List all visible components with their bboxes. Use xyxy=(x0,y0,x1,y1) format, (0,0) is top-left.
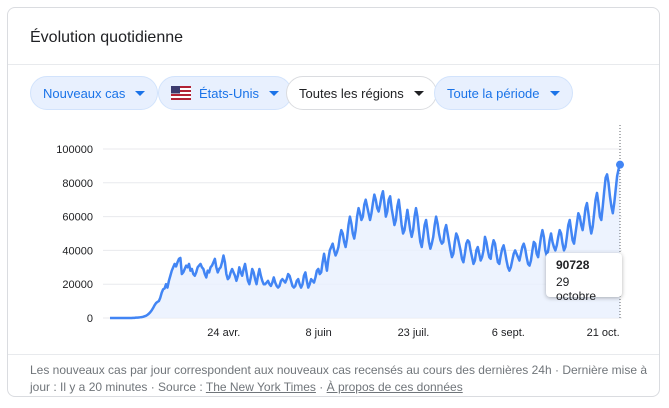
country-filter-label: États-Unis xyxy=(199,85,259,101)
cases-line xyxy=(110,164,622,320)
y-axis: 0 20000 40000 60000 80000 100000 xyxy=(56,144,93,325)
tooltip-date: 29 octobre xyxy=(556,275,597,303)
chart-footer: Les nouveaux cas par jour correspondent … xyxy=(30,362,650,396)
footer-separator: · xyxy=(319,380,327,394)
about-data-link[interactable]: À propos de ces données xyxy=(326,380,463,394)
x-tick-label: 21 oct. xyxy=(587,327,620,339)
x-tick-label: 6 sept. xyxy=(492,327,525,339)
x-axis: 24 avr. 8 juin 23 juil. 6 sept. 21 oct. xyxy=(207,327,619,339)
covid-card: Évolution quotidienne Nouveaux cas États… xyxy=(7,7,660,397)
y-tick-label: 60000 xyxy=(62,212,93,224)
footer-divider xyxy=(8,354,659,355)
y-tick-label: 20000 xyxy=(62,279,93,291)
y-tick-label: 40000 xyxy=(62,245,93,257)
x-tick-label: 8 juin xyxy=(305,327,331,339)
y-tick-label: 80000 xyxy=(62,178,93,190)
chart-tooltip: 90728 29 octobre xyxy=(546,253,622,303)
chevron-down-icon xyxy=(268,90,279,96)
tooltip-value: 90728 xyxy=(556,258,590,272)
country-filter-chip[interactable]: États-Unis xyxy=(158,76,292,110)
y-tick-label: 0 xyxy=(87,313,93,325)
chevron-down-icon xyxy=(135,90,146,96)
title-divider xyxy=(8,64,659,65)
region-filter-chip[interactable]: Toutes les régions xyxy=(286,76,437,110)
metric-filter-label: Nouveaux cas xyxy=(43,85,126,101)
chevron-down-icon xyxy=(413,90,424,96)
source-link[interactable]: The New York Times xyxy=(205,380,316,394)
period-filter-chip[interactable]: Toute la période xyxy=(434,76,573,110)
y-tick-label: 100000 xyxy=(56,144,93,156)
us-flag-icon xyxy=(171,86,191,100)
card-title: Évolution quotidienne xyxy=(30,29,184,46)
footer-text: Les nouveaux cas par jour correspondent … xyxy=(30,363,648,394)
metric-filter-chip[interactable]: Nouveaux cas xyxy=(30,76,159,110)
x-tick-label: 23 juil. xyxy=(398,327,430,339)
x-tick-label: 24 avr. xyxy=(207,327,240,339)
region-filter-label: Toutes les régions xyxy=(299,85,404,101)
period-filter-label: Toute la période xyxy=(447,85,540,101)
chevron-down-icon xyxy=(549,90,560,96)
last-data-point[interactable] xyxy=(616,160,624,169)
